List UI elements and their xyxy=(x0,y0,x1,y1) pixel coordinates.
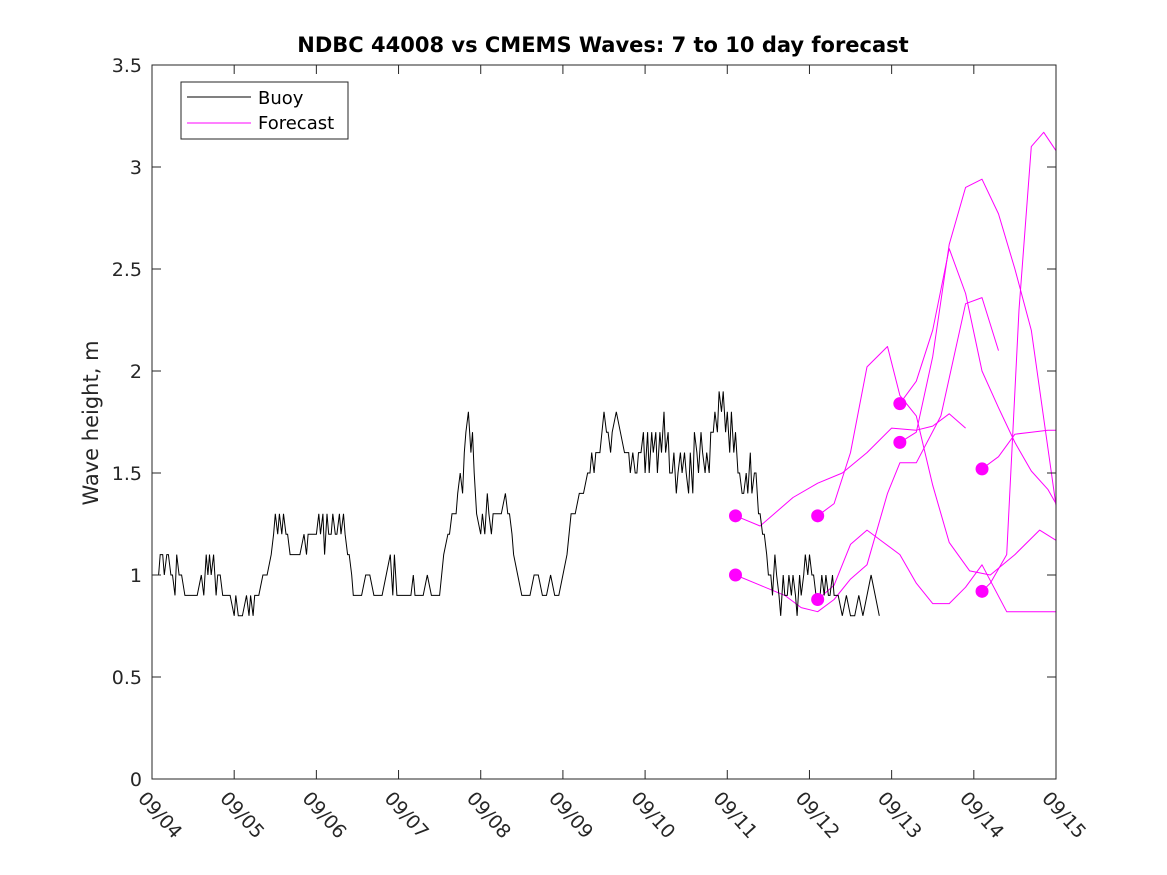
forecast-start-marker xyxy=(728,509,742,523)
forecast-start-marker xyxy=(728,568,742,582)
forecast-series-group xyxy=(735,131,1057,613)
buoy-series-group xyxy=(152,391,880,617)
forecast-markers-group xyxy=(728,397,989,606)
forecast-line-8 xyxy=(981,131,1057,592)
forecast-start-marker xyxy=(811,592,825,606)
y-tick-label: 3 xyxy=(130,157,142,179)
legend: Buoy Forecast xyxy=(180,81,349,140)
forecast-start-marker xyxy=(893,435,907,449)
y-tick-label: 2.5 xyxy=(112,259,142,281)
forecast-start-marker xyxy=(975,584,989,598)
y-axis-ticks: 0 0.5 1 1.5 2 2.5 3 3.5 xyxy=(112,55,1056,791)
y-tick-label: 1.5 xyxy=(112,463,142,485)
y-axis-label: Wave height, m xyxy=(79,340,103,505)
plot-area xyxy=(152,131,1057,617)
forecast-line-4 xyxy=(817,529,1056,613)
legend-label-forecast: Forecast xyxy=(258,113,334,134)
forecast-start-marker xyxy=(811,509,825,523)
forecast-line-3 xyxy=(817,346,1057,576)
legend-box xyxy=(180,81,349,140)
forecast-start-marker xyxy=(893,397,907,411)
buoy-line xyxy=(152,391,880,617)
forecast-line-7 xyxy=(981,429,1056,470)
y-tick-label: 0 xyxy=(130,769,142,791)
forecast-line-2 xyxy=(735,297,999,613)
y-tick-label: 2 xyxy=(130,361,142,383)
y-tick-label: 1 xyxy=(130,565,142,587)
chart-title: NDBC 44008 vs CMEMS Waves: 7 to 10 day f… xyxy=(297,33,908,57)
forecast-line-6 xyxy=(899,248,1057,504)
forecast-start-marker xyxy=(975,462,989,476)
axes-box xyxy=(151,64,1057,780)
forecast-line-5 xyxy=(899,178,1057,506)
y-tick-label: 0.5 xyxy=(112,667,142,689)
y-tick-label: 3.5 xyxy=(112,55,142,77)
legend-label-buoy: Buoy xyxy=(258,88,304,109)
